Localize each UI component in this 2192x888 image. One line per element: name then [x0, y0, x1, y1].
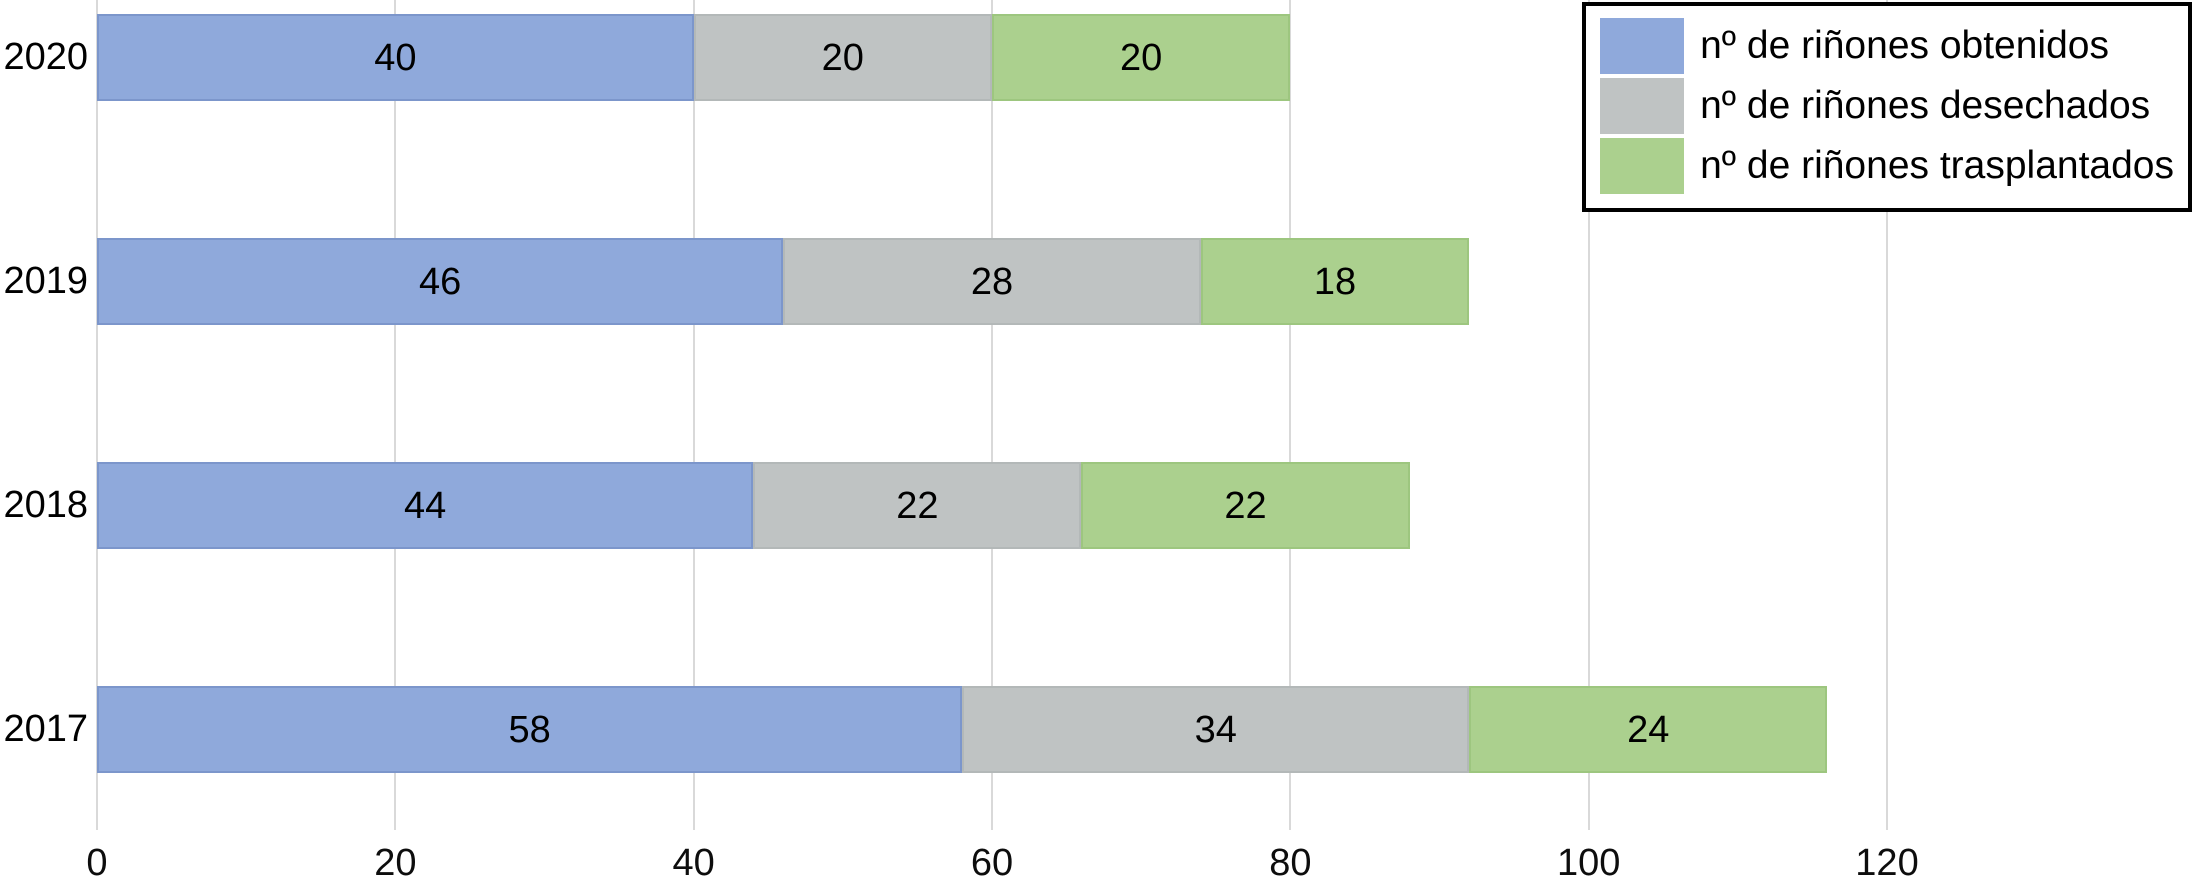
legend-item: nº de riñones obtenidos [1600, 18, 2174, 74]
legend-swatch [1600, 18, 1685, 74]
bar-segment: 34 [962, 686, 1470, 773]
data-label: 18 [1313, 260, 1357, 303]
x-tick-label: 120 [1855, 842, 1919, 884]
x-tick-label: 80 [1269, 842, 1312, 884]
bar-row: 46 28 18 [97, 238, 1470, 325]
legend-swatch [1600, 138, 1685, 194]
data-label: 40 [374, 36, 417, 79]
gridline [1289, 0, 1292, 830]
data-label: 34 [1194, 708, 1237, 751]
bar-segment: 20 [693, 14, 992, 101]
bar-row: 40 20 20 [97, 14, 1291, 101]
bar-segment: 22 [753, 462, 1082, 549]
bar-segment: 20 [991, 14, 1291, 101]
legend-label: nº de riñones trasplantados [1700, 144, 2174, 187]
gridline [1886, 0, 1888, 830]
legend-item: nº de riñones desechados [1600, 78, 2174, 134]
bar-segment: 40 [97, 14, 694, 101]
bar-segment: 22 [1081, 462, 1410, 549]
x-tick-label: 40 [672, 842, 715, 884]
bar-segment: 46 [97, 238, 784, 325]
bar-row: 58 34 24 [97, 686, 1828, 773]
legend-swatch [1600, 78, 1685, 134]
x-tick-label: 0 [86, 842, 108, 884]
gridline [1587, 0, 1590, 830]
x-tick-label: 100 [1556, 842, 1621, 884]
data-label: 58 [508, 708, 551, 751]
y-axis-label: 2018 [3, 484, 88, 526]
bar-segment: 28 [783, 238, 1201, 325]
data-label: 46 [418, 260, 462, 303]
data-label: 20 [821, 36, 864, 79]
y-axis-label: 2017 [3, 708, 88, 750]
x-tick-label: 20 [374, 842, 417, 884]
gridline [692, 0, 695, 830]
plot-area: 40 20 20 46 28 18 44 22 22 58 34 24 [96, 0, 1888, 830]
data-label: 24 [1627, 708, 1670, 751]
data-label: 28 [970, 260, 1014, 303]
legend-item: nº de riñones trasplantados [1600, 138, 2174, 194]
data-label: 22 [896, 484, 939, 527]
bar-row: 44 22 22 [97, 462, 1410, 549]
bar-segment: 18 [1200, 238, 1470, 325]
gridline [991, 0, 993, 830]
bar-segment: 58 [97, 686, 963, 773]
y-axis-label: 2019 [3, 260, 88, 302]
bar-segment: 44 [97, 462, 754, 549]
data-label: 22 [1224, 484, 1267, 527]
legend: nº de riñones obtenidos nº de riñones des… [1582, 2, 2192, 212]
bar-segment: 24 [1469, 686, 1828, 773]
legend-label: nº de riñones obtenidos [1700, 24, 2109, 67]
gridline [96, 0, 98, 830]
y-axis-label: 2020 [3, 36, 88, 78]
data-label: 44 [404, 484, 447, 527]
x-tick-label: 60 [970, 842, 1014, 884]
legend-label: nº de riñones desechados [1700, 84, 2151, 127]
gridline [394, 0, 397, 830]
data-label: 20 [1120, 36, 1163, 79]
